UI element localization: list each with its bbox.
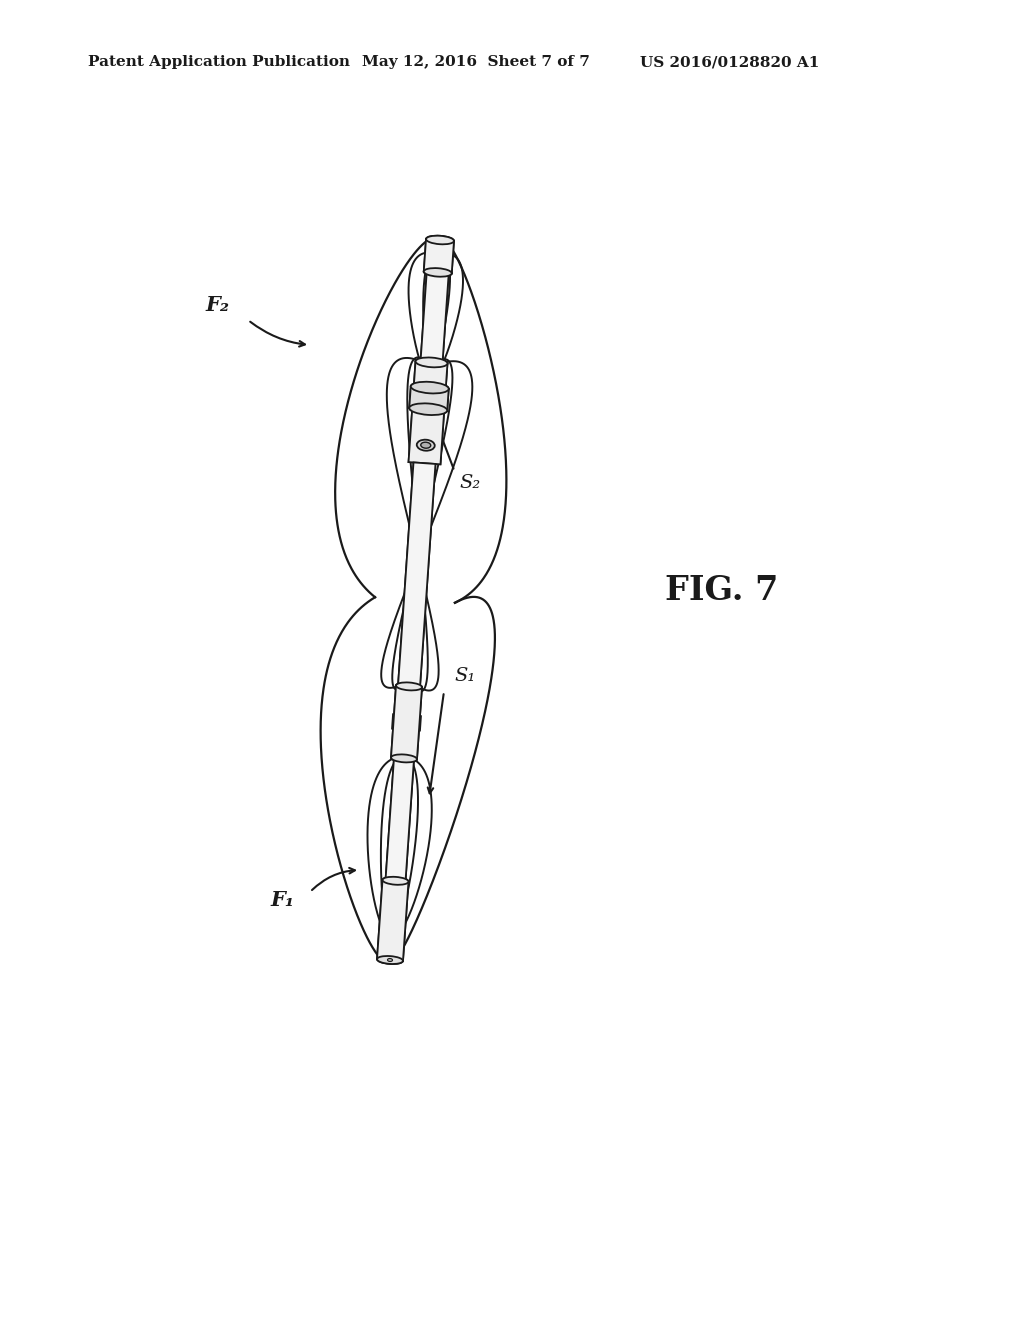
Ellipse shape [411,381,449,393]
Polygon shape [377,880,409,961]
Ellipse shape [396,682,422,690]
Polygon shape [392,714,421,730]
Text: S₁: S₁ [454,668,475,685]
Ellipse shape [411,381,449,393]
Polygon shape [385,758,414,882]
Ellipse shape [417,440,435,450]
Polygon shape [410,387,449,411]
Polygon shape [398,462,435,688]
Ellipse shape [416,358,447,367]
Ellipse shape [410,404,447,414]
Text: F₁: F₁ [270,890,294,909]
Text: F₂: F₂ [205,294,229,315]
Ellipse shape [391,755,417,763]
Ellipse shape [417,440,435,450]
Ellipse shape [424,268,452,277]
Ellipse shape [416,358,447,367]
Ellipse shape [377,956,403,964]
Ellipse shape [426,236,454,244]
Text: S₂: S₂ [460,474,480,492]
Polygon shape [421,272,449,363]
Ellipse shape [426,236,454,244]
Ellipse shape [383,876,409,884]
Polygon shape [377,880,409,961]
Ellipse shape [424,268,452,277]
Polygon shape [385,758,414,882]
Ellipse shape [377,956,403,964]
Ellipse shape [387,958,392,961]
Polygon shape [391,685,422,759]
Polygon shape [410,387,449,411]
Ellipse shape [387,958,393,962]
Text: US 2016/0128820 A1: US 2016/0128820 A1 [640,55,819,69]
Ellipse shape [396,682,422,690]
Polygon shape [398,462,435,688]
Polygon shape [391,685,422,759]
Ellipse shape [410,404,447,414]
Polygon shape [424,239,454,273]
Polygon shape [424,239,454,273]
Polygon shape [409,362,447,465]
Text: Patent Application Publication: Patent Application Publication [88,55,350,69]
Ellipse shape [391,755,417,763]
Ellipse shape [421,442,431,449]
Polygon shape [421,272,449,363]
Polygon shape [409,362,447,465]
Ellipse shape [421,442,431,449]
Text: FIG. 7: FIG. 7 [665,573,778,606]
Ellipse shape [383,876,409,884]
Text: May 12, 2016  Sheet 7 of 7: May 12, 2016 Sheet 7 of 7 [362,55,590,69]
